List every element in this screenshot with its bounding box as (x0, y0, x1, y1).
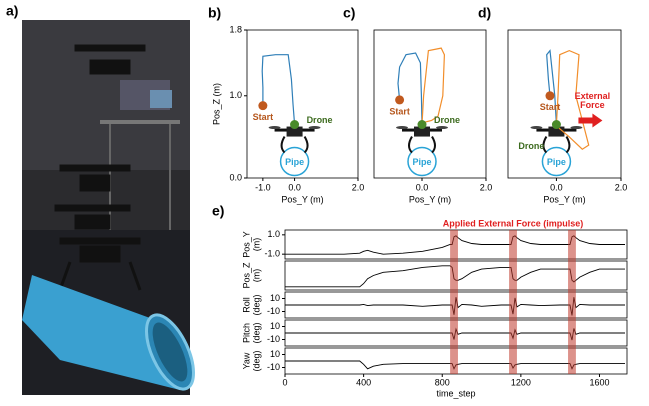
drone-body (414, 126, 430, 137)
y-axis-label: (m) (251, 238, 261, 252)
plot-frame (373, 29, 487, 179)
y-tick-label: 10 (270, 293, 280, 303)
start-point (545, 91, 555, 101)
pipe-label: Pipe (412, 157, 431, 167)
force-arrow (578, 113, 603, 128)
y-tick-label: 10 (270, 349, 280, 359)
drone-label: Drone (307, 115, 333, 125)
drone-legs (542, 136, 571, 154)
x-tick-label: 0.0 (288, 182, 301, 192)
y-tick-label: 1.0 (267, 229, 280, 239)
pipe-label: Pipe (285, 157, 304, 167)
trajectory-line (555, 49, 590, 150)
start-label: Start (540, 102, 561, 112)
y-tick-label: 1.0 (229, 90, 242, 100)
x-axis-label: Pos_Y (m) (543, 194, 585, 204)
y-tick-label: 0.0 (229, 172, 242, 182)
drone-point (417, 120, 427, 130)
panel-label: b) (208, 5, 221, 21)
start-point (258, 101, 268, 111)
x-tick-label: 1600 (589, 377, 609, 387)
x-axis-label: Pos_Y (m) (281, 194, 323, 204)
force-band (509, 230, 517, 374)
x-tick-label: 0 (282, 377, 287, 387)
drone-prop (436, 126, 448, 130)
drone-icon (268, 126, 321, 154)
drone-prop (396, 126, 408, 130)
x-tick-label: -1.0 (255, 182, 271, 192)
drone-legs (408, 136, 436, 154)
force-label: External (575, 91, 611, 101)
x-tick-label: 800 (435, 377, 450, 387)
x-tick-label: 1200 (511, 377, 531, 387)
x-tick-label: 0.0 (550, 182, 563, 192)
panel-label: d) (478, 5, 491, 21)
y-axis-label: Roll (241, 297, 251, 313)
pipe (541, 146, 572, 177)
y-axis-label: Pos_Z (m) (211, 83, 221, 125)
trajectory-line (421, 47, 446, 126)
plot-frame (246, 29, 359, 179)
trajectory-line (397, 52, 423, 125)
panel-label: c) (343, 5, 355, 21)
y-tick-label: -1.0 (264, 249, 280, 259)
force-band (568, 230, 576, 374)
y-tick-label: 1.8 (229, 24, 242, 34)
drone-label: Drone (434, 115, 460, 125)
y-axis-label: Pos_Z (241, 262, 251, 289)
x-axis-label: time_step (436, 388, 475, 398)
y-axis-label: (deg) (251, 294, 261, 315)
x-axis-label: Pos_Y (m) (409, 194, 451, 204)
drone-legs (280, 136, 309, 154)
force-band (450, 230, 458, 374)
annotation: Applied External Force (impulse) (443, 218, 584, 228)
plot-frame (507, 29, 622, 179)
drone-icon (530, 126, 583, 154)
panel-label: a) (6, 3, 18, 19)
drone-icon (396, 126, 448, 154)
start-label: Start (253, 112, 274, 122)
trajectory-line (546, 49, 557, 125)
drone-prop (530, 126, 543, 130)
panel-label: e) (212, 203, 224, 219)
y-axis-label: (deg) (251, 322, 261, 343)
y-axis-label: Pos_Y (241, 231, 251, 258)
y-axis-label: Yaw (241, 352, 251, 369)
y-tick-label: 10 (270, 321, 280, 331)
y-axis-label: (deg) (251, 350, 261, 371)
drone-point (290, 120, 300, 130)
drone-prop (268, 126, 281, 130)
photo (22, 20, 195, 395)
start-label: Start (389, 106, 410, 116)
x-tick-label: 400 (356, 377, 371, 387)
drone-body (286, 126, 303, 137)
x-tick-label: 2.0 (615, 182, 628, 192)
y-axis-label: (m) (251, 269, 261, 283)
drone-point (551, 120, 561, 130)
force-label: Force (580, 100, 605, 110)
drone-prop (308, 126, 321, 130)
y-tick-label: -10 (267, 334, 280, 344)
drone-prop (570, 126, 583, 130)
y-tick-label: -10 (267, 362, 280, 372)
trajectory-line (261, 54, 296, 125)
pipe (279, 146, 310, 177)
y-tick-label: -10 (267, 306, 280, 316)
drone-label: Drone (518, 141, 544, 151)
pipe (407, 146, 437, 177)
x-tick-label: 0.0 (416, 182, 429, 192)
drone-body (548, 126, 565, 137)
x-tick-label: 2.0 (480, 182, 493, 192)
pipe-label: Pipe (547, 157, 566, 167)
y-axis-label: Pitch (241, 323, 251, 343)
x-tick-label: 2.0 (352, 182, 365, 192)
start-point (395, 95, 405, 105)
